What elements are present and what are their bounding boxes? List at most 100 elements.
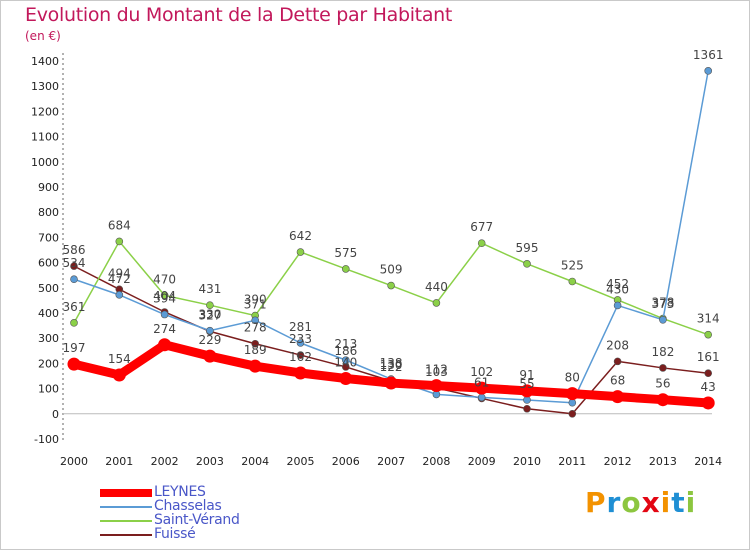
data-label: 130 — [380, 358, 403, 372]
data-label: 182 — [651, 345, 674, 359]
data-point — [477, 393, 486, 402]
data-point — [294, 366, 307, 380]
data-label: 586 — [63, 243, 86, 257]
y-tick-label: 1100 — [31, 131, 59, 144]
data-label: 122 — [380, 360, 403, 374]
x-tick-label: 2005 — [287, 455, 315, 468]
data-point — [477, 239, 486, 247]
data-point — [568, 398, 577, 407]
logo-letter: x — [641, 486, 661, 519]
data-label: 472 — [108, 272, 131, 286]
y-tick-label: 1300 — [31, 80, 59, 93]
y-tick-label: -100 — [34, 433, 59, 446]
data-label: 161 — [697, 350, 720, 364]
data-point — [70, 319, 78, 327]
y-tick-label: 700 — [38, 231, 59, 244]
legend-label-saint-verand: Saint-Vérand — [154, 512, 240, 528]
data-point — [565, 387, 579, 401]
data-point — [387, 281, 395, 290]
data-label: 452 — [606, 277, 629, 291]
logo-letter: i — [660, 486, 672, 519]
legend-swatch-leynes — [100, 489, 152, 497]
data-label: 470 — [153, 272, 176, 286]
data-label: 189 — [244, 343, 267, 357]
y-tick-label: 1000 — [31, 156, 59, 169]
data-point — [296, 339, 305, 347]
legend-swatch-fuisse — [100, 534, 152, 536]
data-point — [568, 409, 577, 418]
data-label: 327 — [198, 308, 221, 322]
y-tick-label: 400 — [38, 307, 59, 320]
data-point — [613, 357, 622, 366]
y-tick-label: 600 — [38, 257, 59, 270]
data-label: 361 — [63, 300, 86, 314]
data-point — [659, 364, 667, 372]
legend-label-chasselas: Chasselas — [154, 498, 222, 514]
data-point — [523, 396, 531, 404]
data-point — [248, 359, 262, 373]
data-label: 229 — [198, 333, 221, 347]
data-label: 595 — [516, 241, 539, 255]
data-label: 677 — [470, 220, 493, 234]
logo-letter: o — [621, 486, 642, 519]
data-point — [704, 330, 713, 339]
data-point — [206, 326, 214, 335]
logo-letter: r — [606, 486, 622, 519]
data-point — [339, 372, 353, 386]
data-label: 440 — [425, 280, 448, 294]
y-tick-label: 100 — [38, 383, 59, 396]
data-point — [341, 265, 350, 273]
data-label: 56 — [655, 377, 670, 391]
y-tick-label: 1200 — [31, 105, 59, 118]
data-point — [523, 404, 531, 413]
line-chart: -100 0 100 200 300 400 500 600 700 800 900 1000 1100… — [31, 48, 723, 468]
data-label: 281 — [289, 320, 312, 334]
chart-title: Evolution du Montant de la Dette par Hab… — [25, 4, 453, 26]
data-label: 102 — [470, 365, 493, 379]
data-point — [520, 384, 534, 398]
data-label: 430 — [606, 282, 629, 296]
data-label: 494 — [108, 266, 131, 280]
data-point — [384, 376, 398, 390]
data-label: 684 — [108, 218, 131, 232]
data-point — [251, 339, 259, 348]
data-point — [432, 299, 441, 307]
data-point — [160, 291, 169, 300]
proxiti-logo: Proxiti — [585, 486, 696, 519]
data-label: 68 — [610, 374, 625, 388]
data-label: 509 — [380, 263, 403, 277]
x-tick-label: 2004 — [241, 455, 269, 468]
x-tick-label: 2009 — [468, 455, 496, 468]
data-label: 197 — [63, 341, 86, 355]
data-point — [203, 349, 217, 363]
x-tick-label: 2012 — [604, 455, 632, 468]
y-tick-label: 300 — [38, 332, 59, 345]
data-label: 61 — [474, 375, 489, 389]
data-point — [70, 262, 78, 270]
data-label: 314 — [697, 312, 720, 326]
legend-swatch-saint-verand — [100, 520, 152, 522]
data-point — [115, 291, 124, 299]
data-label: 378 — [651, 296, 674, 310]
x-tick-label: 2003 — [196, 455, 224, 468]
data-label: 154 — [108, 352, 131, 366]
data-point — [613, 301, 622, 310]
data-point — [523, 260, 531, 268]
y-tick-label: 500 — [38, 282, 59, 295]
data-point — [296, 351, 305, 359]
data-point — [296, 248, 305, 256]
legend-label-leynes: LEYNES — [154, 484, 206, 500]
logo-letter: P — [585, 486, 607, 519]
data-point — [568, 277, 577, 286]
data-point — [656, 393, 670, 407]
data-point — [67, 357, 81, 371]
data-point — [611, 390, 625, 404]
x-tick-label: 2006 — [332, 455, 360, 468]
data-label: 103 — [425, 365, 448, 379]
data-label: 162 — [289, 350, 312, 364]
data-label: 186 — [334, 344, 357, 358]
data-label: 55 — [519, 377, 534, 391]
data-label: 138 — [380, 356, 403, 370]
data-point — [429, 379, 443, 393]
